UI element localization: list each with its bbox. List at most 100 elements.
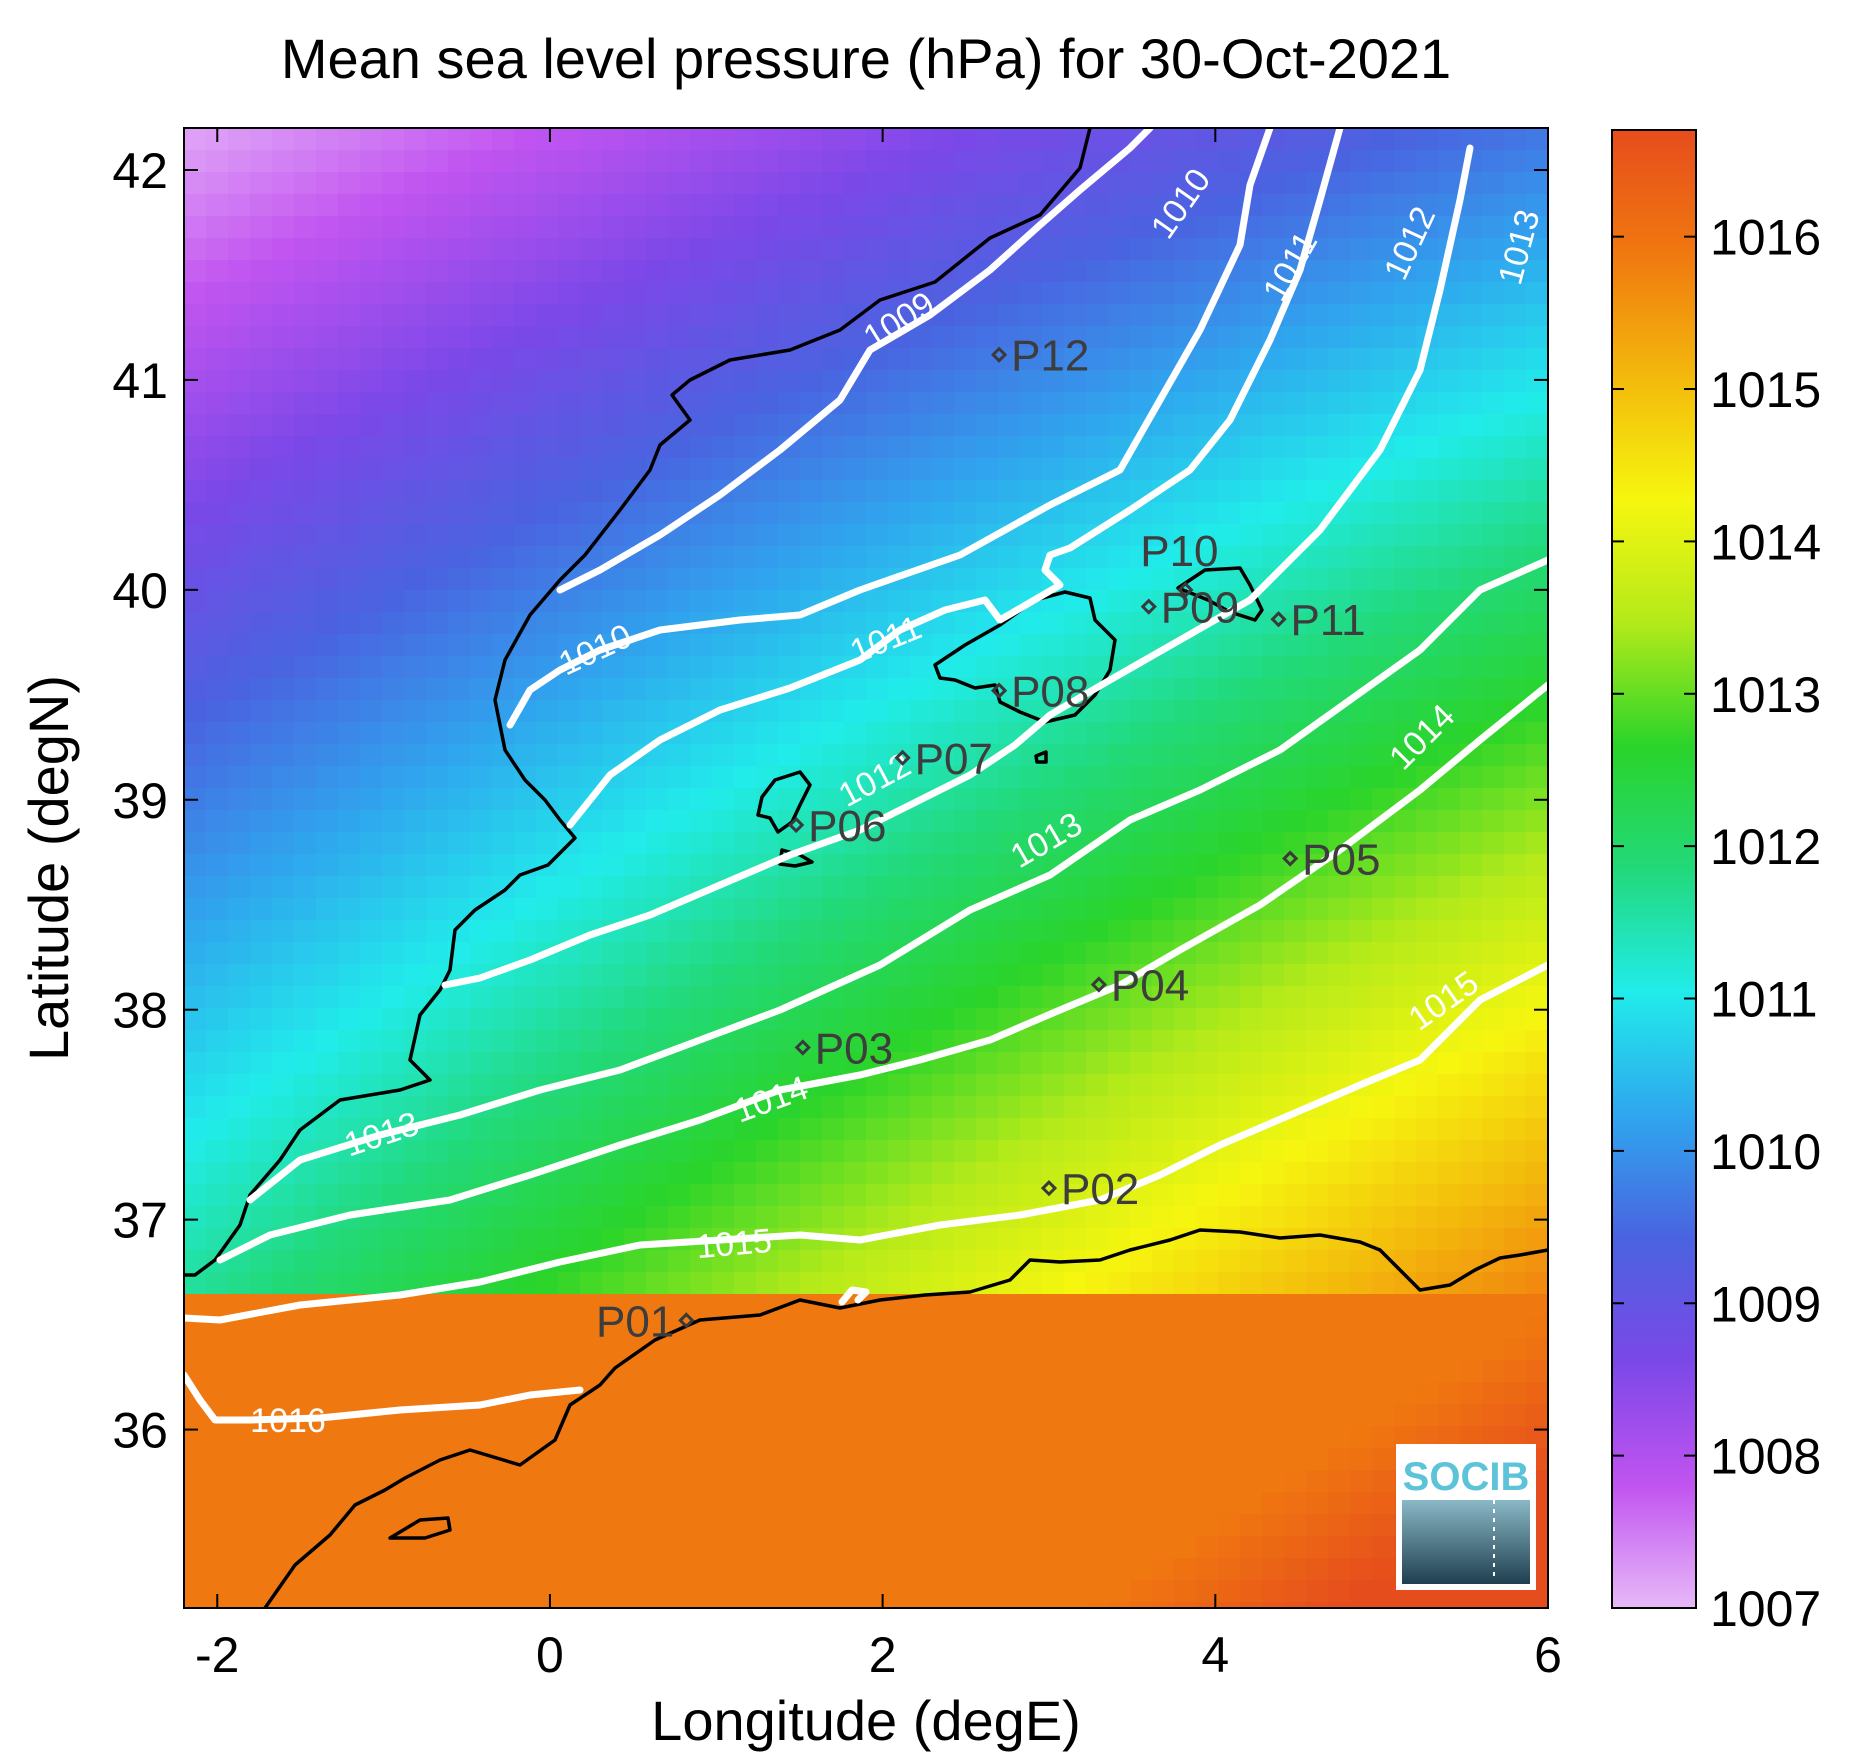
- field-cell: [1020, 128, 1043, 151]
- field-cell: [1240, 1008, 1263, 1031]
- field-cell: [1526, 568, 1548, 591]
- field-cell: [184, 1118, 207, 1141]
- field-cell: [734, 326, 757, 349]
- field-cell: [426, 1360, 449, 1383]
- field-cell: [932, 1360, 955, 1383]
- field-cell: [668, 810, 691, 833]
- field-cell: [1394, 1250, 1417, 1273]
- field-cell: [778, 172, 801, 195]
- field-cell: [1020, 194, 1043, 217]
- field-cell: [1328, 810, 1351, 833]
- field-cell: [646, 150, 669, 173]
- field-cell: [492, 502, 515, 525]
- field-cell: [866, 1140, 889, 1163]
- field-cell: [976, 1074, 999, 1097]
- field-cell: [646, 502, 669, 525]
- field-cell: [954, 722, 977, 745]
- field-cell: [228, 700, 251, 723]
- field-cell: [228, 282, 251, 305]
- field-cell: [184, 832, 207, 855]
- field-cell: [536, 260, 559, 283]
- field-cell: [1394, 524, 1417, 547]
- field-cell: [536, 612, 559, 635]
- field-cell: [1152, 1536, 1175, 1559]
- field-cell: [954, 964, 977, 987]
- station-marker: [1177, 581, 1194, 598]
- field-cell: [316, 1448, 339, 1471]
- field-cell: [712, 1294, 735, 1317]
- field-cell: [822, 876, 845, 899]
- field-cell: [272, 1338, 295, 1361]
- field-cell: [1108, 1404, 1131, 1427]
- field-cell: [844, 1492, 867, 1515]
- field-cell: [228, 524, 251, 547]
- field-cell: [866, 1448, 889, 1471]
- field-cell: [866, 392, 889, 415]
- field-cell: [492, 1074, 515, 1097]
- field-cell: [1460, 1602, 1483, 1608]
- field-cell: [228, 612, 251, 635]
- field-cell: [756, 722, 779, 745]
- field-cell: [558, 1514, 581, 1537]
- field-cell: [888, 1030, 911, 1053]
- field-cell: [756, 502, 779, 525]
- field-cell: [602, 1602, 625, 1608]
- field-cell: [228, 172, 251, 195]
- field-cell: [536, 348, 559, 371]
- field-cell: [1394, 304, 1417, 327]
- field-cell: [646, 1294, 669, 1317]
- field-cell: [756, 1338, 779, 1361]
- field-cell: [470, 282, 493, 305]
- field-cell: [888, 414, 911, 437]
- field-cell: [998, 128, 1021, 151]
- field-cell: [998, 964, 1021, 987]
- field-cell: [250, 1492, 273, 1515]
- field-cell: [1306, 1602, 1329, 1608]
- field-cell: [1482, 480, 1505, 503]
- field-cell: [1372, 1096, 1395, 1119]
- field-cell: [888, 1602, 911, 1608]
- field-cell: [1394, 1316, 1417, 1339]
- field-cell: [492, 1360, 515, 1383]
- field-cell: [426, 744, 449, 767]
- field-cell: [1240, 436, 1263, 459]
- field-cell: [1526, 986, 1548, 1009]
- field-cell: [1482, 370, 1505, 393]
- field-cell: [1482, 1096, 1505, 1119]
- field-cell: [976, 1514, 999, 1537]
- field-cell: [778, 1316, 801, 1339]
- field-cell: [668, 1492, 691, 1515]
- field-cell: [514, 876, 537, 899]
- field-cell: [1416, 854, 1439, 877]
- station-marker: [990, 682, 1008, 699]
- field-cell: [932, 942, 955, 965]
- field-cell: [294, 568, 317, 591]
- field-cell: [1306, 678, 1329, 701]
- field-cell: [492, 920, 515, 943]
- x-tick-label: 0: [536, 1627, 564, 1683]
- field-cell: [1306, 1250, 1329, 1273]
- field-cell: [404, 150, 427, 173]
- field-cell: [1196, 964, 1219, 987]
- field-cell: [558, 1184, 581, 1207]
- field-cell: [1306, 568, 1329, 591]
- field-cell: [250, 414, 273, 437]
- field-cell: [426, 1470, 449, 1493]
- field-cell: [1108, 1492, 1131, 1515]
- field-cell: [536, 392, 559, 415]
- field-cell: [1350, 150, 1373, 173]
- field-cell: [624, 942, 647, 965]
- field-cell: [1350, 216, 1373, 239]
- field-cell: [888, 1272, 911, 1295]
- field-cell: [206, 986, 229, 1009]
- field-cell: [1372, 1514, 1395, 1537]
- field-cell: [580, 590, 603, 613]
- field-cell: [910, 1426, 933, 1449]
- field-cell: [888, 964, 911, 987]
- field-cell: [426, 238, 449, 261]
- field-cell: [382, 832, 405, 855]
- field-cell: [1394, 458, 1417, 481]
- field-cell: [184, 700, 207, 723]
- field-cell: [646, 678, 669, 701]
- field-cell: [470, 590, 493, 613]
